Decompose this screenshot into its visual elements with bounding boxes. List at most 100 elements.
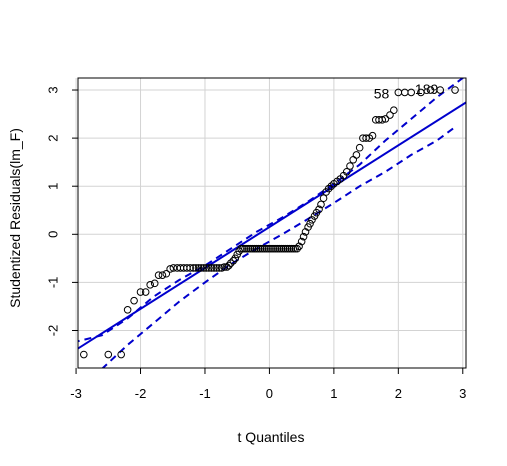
residual-point bbox=[297, 237, 306, 246]
y-tick-label: -2 bbox=[46, 325, 61, 337]
residual-point bbox=[268, 244, 276, 253]
residual-point bbox=[162, 269, 171, 278]
residual-point bbox=[270, 244, 278, 253]
envelope-upper bbox=[78, 78, 465, 343]
residual-point bbox=[262, 244, 270, 253]
residual-point bbox=[279, 244, 288, 253]
point-labels: 58 189 bbox=[374, 81, 439, 101]
residual-point bbox=[274, 244, 282, 253]
residual-point bbox=[264, 244, 272, 253]
residual-point bbox=[352, 151, 361, 159]
residual-point bbox=[417, 88, 425, 97]
residual-point bbox=[220, 263, 229, 271]
residual-point bbox=[197, 264, 205, 272]
residual-point bbox=[146, 280, 154, 289]
residual-point bbox=[287, 244, 296, 253]
residual-point bbox=[136, 288, 145, 296]
residual-point bbox=[104, 350, 113, 359]
residual-point bbox=[154, 271, 163, 279]
grid-lines bbox=[75, 78, 466, 368]
y-axis-label: Studentized Residuals(lm_F) bbox=[7, 128, 23, 308]
residual-point bbox=[299, 232, 308, 241]
residual-point bbox=[436, 86, 445, 94]
residual-point bbox=[306, 219, 314, 228]
residual-point bbox=[250, 244, 259, 253]
residual-point bbox=[205, 264, 213, 272]
y-axis: -2 -1 0 1 2 3 bbox=[46, 86, 78, 337]
residual-point bbox=[256, 244, 265, 253]
residual-point bbox=[362, 134, 370, 142]
residual-point bbox=[130, 296, 138, 305]
residual-point bbox=[258, 244, 267, 253]
residual-point bbox=[229, 256, 238, 265]
residual-point bbox=[285, 244, 294, 253]
residual-point bbox=[390, 106, 398, 115]
residual-point bbox=[226, 259, 235, 267]
residual-point bbox=[186, 264, 194, 272]
residual-point bbox=[426, 86, 435, 94]
residual-point bbox=[239, 244, 247, 253]
x-axis-label: t Quantiles bbox=[238, 429, 305, 445]
y-tick-label: 3 bbox=[46, 86, 61, 93]
residual-point bbox=[349, 155, 358, 164]
y-tick-label: 1 bbox=[46, 183, 61, 190]
residual-point bbox=[254, 244, 263, 253]
residual-point bbox=[241, 244, 249, 253]
residual-point bbox=[275, 244, 284, 253]
residual-point bbox=[123, 306, 132, 314]
residual-point bbox=[407, 88, 416, 97]
plot-frame bbox=[77, 77, 467, 369]
residual-point bbox=[451, 86, 459, 94]
residual-point bbox=[246, 244, 255, 253]
residual-point bbox=[324, 184, 333, 193]
residual-point bbox=[223, 263, 231, 271]
y-tick-label: 0 bbox=[46, 231, 61, 238]
residual-point bbox=[231, 254, 240, 263]
y-tick-label: -1 bbox=[46, 277, 61, 289]
residual-point bbox=[243, 244, 251, 253]
residual-point bbox=[158, 271, 167, 279]
residual-point bbox=[117, 350, 125, 359]
reference-line bbox=[78, 101, 466, 350]
fit-line bbox=[78, 101, 466, 350]
residual-point bbox=[291, 244, 300, 253]
residual-point bbox=[141, 288, 150, 296]
residual-point bbox=[368, 131, 377, 140]
x-tick-label: -1 bbox=[199, 386, 211, 401]
residual-point bbox=[225, 261, 233, 270]
residual-point bbox=[150, 279, 159, 288]
residual-point bbox=[386, 111, 394, 119]
x-tick-label: 0 bbox=[266, 386, 273, 401]
residual-point bbox=[199, 264, 208, 272]
residual-point bbox=[319, 194, 328, 203]
residual-point bbox=[194, 264, 203, 272]
x-axis: -3 -2 -1 0 1 2 3 bbox=[70, 368, 466, 401]
residual-point bbox=[212, 264, 221, 272]
x-tick-label: -3 bbox=[70, 386, 82, 401]
residual-point bbox=[260, 244, 269, 253]
residual-point bbox=[210, 264, 218, 272]
residual-point bbox=[308, 216, 316, 224]
residual-point bbox=[248, 244, 257, 253]
residual-point bbox=[317, 200, 325, 209]
residual-point bbox=[355, 143, 364, 152]
residual-point bbox=[277, 244, 286, 253]
residual-point bbox=[281, 244, 290, 253]
residual-point bbox=[378, 116, 387, 124]
residual-point bbox=[237, 244, 245, 253]
residual-point bbox=[207, 264, 216, 272]
residual-point bbox=[244, 244, 253, 253]
residual-point bbox=[346, 162, 354, 170]
residual-point bbox=[342, 167, 351, 176]
residual-point bbox=[283, 244, 292, 253]
residual-point bbox=[202, 264, 211, 272]
x-tick-label: -2 bbox=[135, 386, 147, 401]
x-tick-label: 3 bbox=[459, 386, 466, 401]
confidence-envelope bbox=[78, 78, 465, 368]
residual-point bbox=[327, 182, 336, 191]
residual-point bbox=[80, 350, 88, 359]
residual-point bbox=[315, 205, 323, 214]
residual-points bbox=[80, 86, 459, 359]
residual-point bbox=[266, 244, 274, 253]
